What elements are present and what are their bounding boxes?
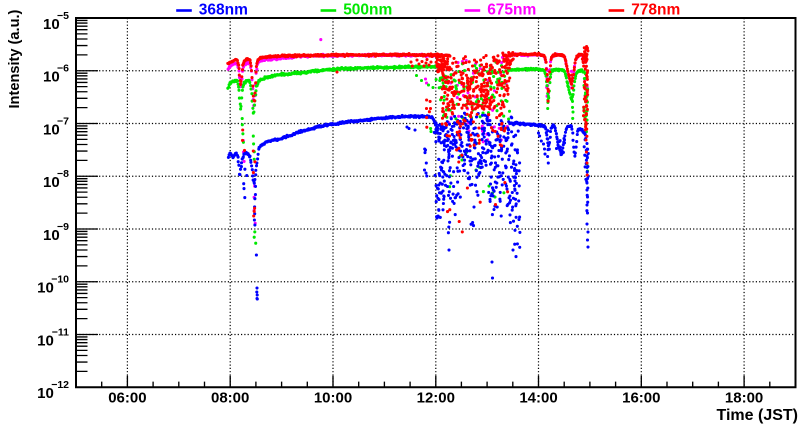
svg-text:500nm: 500nm [343, 2, 392, 19]
svg-text:10: 10 [43, 174, 60, 191]
svg-text:−11: −11 [52, 326, 69, 338]
svg-text:12:00: 12:00 [417, 390, 455, 407]
svg-text:−8: −8 [57, 168, 69, 180]
svg-text:−9: −9 [57, 221, 69, 233]
svg-text:10:00: 10:00 [314, 390, 352, 407]
svg-text:−5: −5 [57, 10, 69, 22]
svg-text:10: 10 [43, 69, 60, 86]
svg-text:06:00: 06:00 [108, 390, 146, 407]
svg-text:−6: −6 [57, 63, 69, 75]
svg-text:−12: −12 [51, 379, 69, 391]
svg-text:−7: −7 [57, 115, 69, 127]
svg-text:Time (JST): Time (JST) [717, 407, 799, 424]
svg-text:10: 10 [43, 16, 60, 33]
svg-text:−10: −10 [51, 274, 69, 286]
svg-text:10: 10 [43, 227, 60, 244]
svg-text:08:00: 08:00 [211, 390, 249, 407]
svg-text:18:00: 18:00 [725, 390, 763, 407]
svg-text:675nm: 675nm [487, 2, 536, 19]
svg-text:16:00: 16:00 [622, 390, 660, 407]
svg-text:10: 10 [37, 385, 54, 402]
svg-text:10: 10 [43, 121, 60, 138]
svg-text:14:00: 14:00 [519, 390, 557, 407]
svg-text:10: 10 [37, 332, 54, 349]
svg-text:368nm: 368nm [199, 2, 248, 19]
svg-text:Intensity (a.u.): Intensity (a.u.) [7, 9, 23, 108]
svg-text:778nm: 778nm [631, 2, 680, 19]
svg-text:10: 10 [37, 280, 54, 297]
